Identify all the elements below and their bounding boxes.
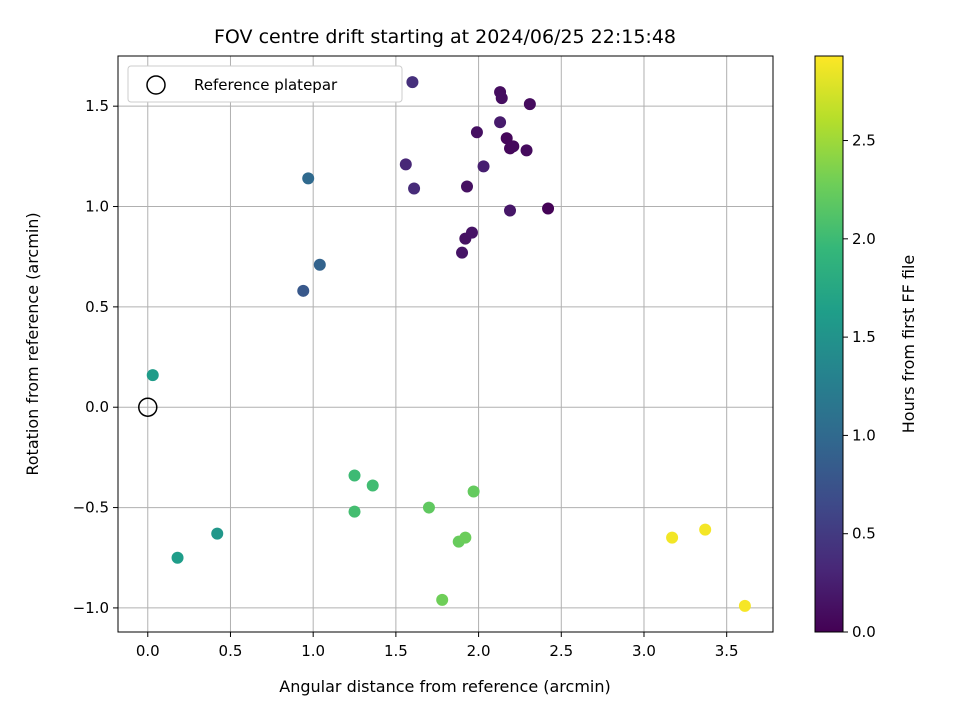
- data-point: [470, 126, 483, 139]
- colorbar-tick-label: 0.5: [852, 525, 876, 543]
- data-point: [542, 202, 555, 215]
- data-point: [171, 551, 184, 564]
- x-tick-label: 2.5: [549, 642, 573, 660]
- colorbar-tick-label: 2.5: [852, 132, 876, 150]
- colorbar-title: Hours from first FF file: [899, 255, 918, 434]
- data-point: [422, 501, 435, 514]
- colorbar-tick-label: 1.0: [852, 426, 876, 444]
- data-point: [146, 369, 159, 382]
- data-point: [459, 531, 472, 544]
- data-point: [408, 182, 421, 195]
- data-point: [461, 180, 474, 193]
- data-point: [406, 76, 419, 89]
- data-point: [523, 98, 536, 111]
- data-point: [520, 144, 533, 157]
- x-tick-label: 1.5: [384, 642, 408, 660]
- data-point: [507, 140, 520, 153]
- y-axis-title: Rotation from reference (arcmin): [23, 212, 42, 475]
- y-tick-label: −1.0: [73, 599, 109, 617]
- data-point: [348, 505, 361, 518]
- y-tick-label: 1.0: [85, 198, 109, 216]
- colorbar-ticks: 0.0 0.5 1.0 1.5 2.0 2.5: [843, 132, 876, 641]
- data-point: [211, 527, 224, 540]
- data-point: [436, 593, 449, 606]
- legend-marker-icon: [146, 75, 166, 95]
- plot-background: [118, 56, 773, 632]
- grid-lines: [118, 56, 773, 632]
- legend: Reference platepar: [127, 65, 403, 103]
- data-point: [738, 599, 751, 612]
- x-tick-label: 3.0: [632, 642, 656, 660]
- y-tick-label: −0.5: [73, 499, 109, 517]
- data-point: [399, 158, 412, 171]
- data-points: [146, 76, 751, 612]
- data-point: [494, 116, 507, 129]
- y-axis-ticks: −1.0 −0.5 0.0 0.5 1.0 1.5: [73, 97, 118, 617]
- data-point: [297, 284, 310, 297]
- colorbar-gradient: [814, 55, 844, 633]
- y-tick-label: 0.5: [85, 298, 109, 316]
- data-point: [504, 204, 517, 217]
- x-tick-label: 0.5: [219, 642, 243, 660]
- colorbar: 0.0 0.5 1.0 1.5 2.0 2.5 Hours from first FF f…: [814, 55, 918, 641]
- reference-platepar-marker: [138, 397, 158, 417]
- data-point: [666, 531, 679, 544]
- data-point: [456, 246, 469, 259]
- chart-title: FOV centre drift starting at 2024/06/25 …: [214, 26, 676, 48]
- data-point: [500, 132, 513, 145]
- plot-frame: [117, 55, 774, 633]
- legend-label: Reference platepar: [194, 76, 338, 94]
- data-point: [465, 226, 478, 239]
- y-tick-label: 1.5: [85, 97, 109, 115]
- legend-box: [127, 65, 403, 103]
- x-tick-label: 3.5: [715, 642, 739, 660]
- x-axis-title: Angular distance from reference (arcmin): [279, 677, 610, 696]
- data-point: [313, 258, 326, 271]
- data-point: [699, 523, 712, 536]
- data-point: [366, 479, 379, 492]
- data-point: [495, 92, 508, 105]
- data-point: [467, 485, 480, 498]
- data-point: [348, 469, 361, 482]
- x-axis-ticks: 0.0 0.5 1.0 1.5 2.0 2.5 3.0 3.5: [136, 632, 739, 660]
- y-tick-label: 0.0: [85, 398, 109, 416]
- x-tick-label: 0.0: [136, 642, 160, 660]
- data-point: [477, 160, 490, 173]
- colorbar-tick-label: 0.0: [852, 623, 876, 641]
- colorbar-tick-label: 1.5: [852, 328, 876, 346]
- x-tick-label: 1.0: [301, 642, 325, 660]
- plot-area: 0.0 0.5 1.0 1.5 2.0 2.5 3.0 3.5 −1.0 −0.5 0.0 0.5 1…: [73, 55, 774, 660]
- data-point: [302, 172, 315, 185]
- x-tick-label: 2.0: [467, 642, 491, 660]
- colorbar-tick-label: 2.0: [852, 230, 876, 248]
